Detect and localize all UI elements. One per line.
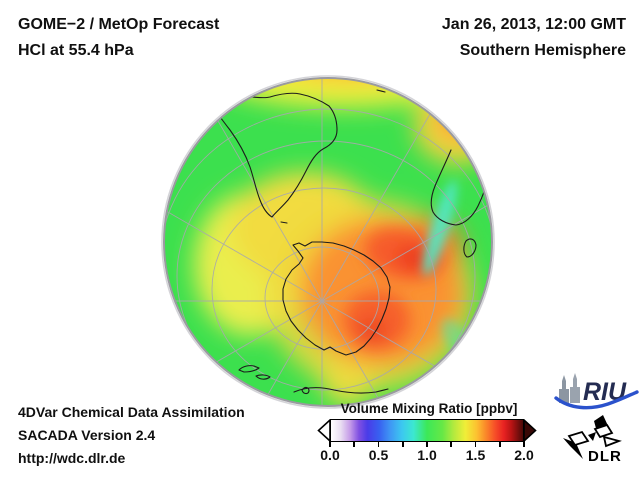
coastline-antarctica: [282, 241, 391, 356]
colorbar-tick: [498, 441, 501, 447]
riu-logo-text: RIU: [583, 378, 627, 406]
cathedral-icon: [559, 375, 569, 403]
coastline-madagascar: [463, 238, 477, 258]
colorbar-tick-label: 0.5: [368, 447, 389, 463]
globe-rim-shadow: [161, 75, 495, 409]
coastline-southern-africa: [430, 149, 492, 226]
riu-logo-icon: RIU: [554, 373, 639, 410]
colorbar-tick: [377, 441, 380, 447]
coastline-south-america: [212, 92, 338, 218]
colorbar-tick: [401, 441, 404, 447]
coastline-falkland-islands: [280, 221, 288, 224]
colorbar-underflow-arrow-icon: [317, 419, 331, 442]
coastline-new-zealand: [238, 365, 271, 380]
colorbar-overflow-arrow-icon: [523, 419, 537, 442]
header-left: GOME−2 / MetOp Forecast HCl at 55.4 hPa: [18, 13, 219, 62]
colorbar-tick: [353, 441, 356, 447]
website-url: http://wdc.dlr.de: [18, 450, 126, 466]
dlr-logo: DLR: [558, 415, 638, 469]
hemisphere-label: Southern Hemisphere: [459, 42, 626, 59]
colorbar-tick-label: 0.0: [320, 447, 340, 463]
riu-logo: RIU: [554, 371, 640, 413]
colorbar: [317, 419, 541, 443]
colorbar-tick: [426, 441, 428, 447]
colorbar-tick: [450, 441, 453, 447]
coastlines: [212, 89, 492, 395]
dlr-logo-icon: [563, 415, 622, 459]
assimilation-label: 4DVar Chemical Data Assimilation: [18, 404, 245, 420]
version-label: SACADA Version 2.4: [18, 427, 156, 443]
coastline-australia-south: [293, 387, 389, 394]
colorbar-gradient: [330, 419, 524, 442]
colorbar-tick: [523, 441, 525, 447]
datetime-label: Jan 26, 2013, 12:00 GMT: [441, 16, 626, 33]
dlr-logo-text: DLR: [588, 448, 622, 465]
coastline-tasmania: [301, 386, 310, 395]
cathedral-icon-2: [570, 373, 580, 403]
coastline-small-island: [376, 89, 386, 93]
colorbar-tick-label: 2.0: [514, 447, 534, 463]
colorbar-ticks: [317, 441, 541, 448]
colorbar-title: Volume Mixing Ratio [ppbv]: [340, 401, 518, 416]
instrument-title: GOME−2 / MetOp Forecast: [18, 16, 220, 33]
colorbar-tick-labels: 0.0 0.5 1.0 1.5 2.0: [317, 447, 541, 465]
riu-swoosh-icon: [554, 390, 639, 410]
colorbar-tick-label: 1.0: [417, 447, 437, 463]
colorbar-tick-label: 1.5: [465, 447, 486, 463]
globe-rim: [163, 77, 493, 407]
footer-credits: 4DVar Chemical Data Assimilation SACADA …: [18, 401, 245, 470]
colorbar-tick: [474, 441, 477, 447]
header-right: Jan 26, 2013, 12:00 GMT Southern Hemisph…: [442, 13, 626, 62]
colorbar-tick: [329, 441, 331, 447]
species-level-title: HCl at 55.4 hPa: [18, 42, 134, 59]
